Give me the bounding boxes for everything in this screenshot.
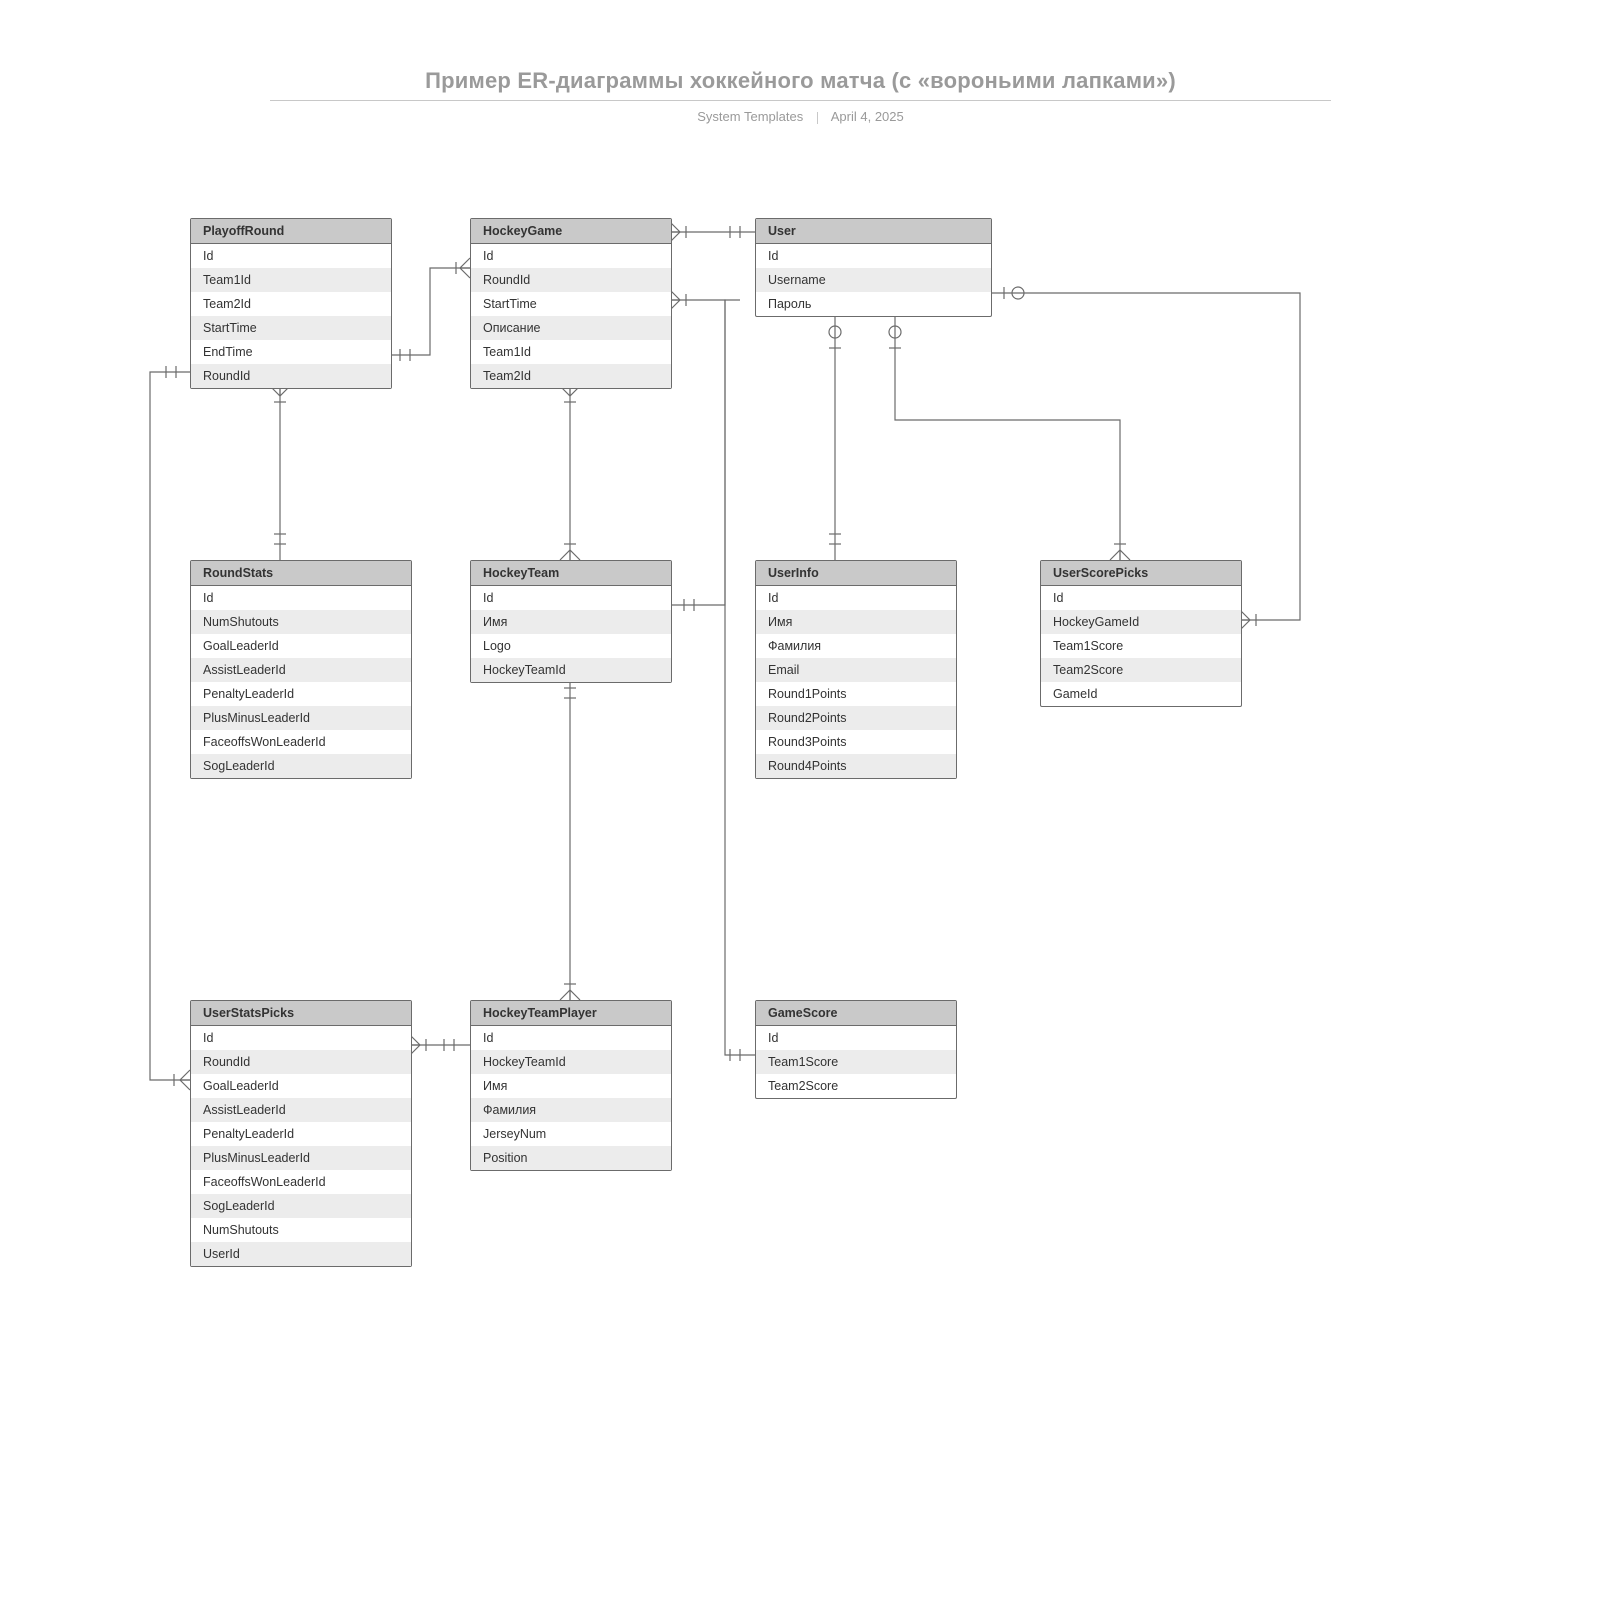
entity-field: Team1Id bbox=[191, 268, 391, 292]
entity-field: Id bbox=[191, 244, 391, 268]
entity-field: NumShutouts bbox=[191, 610, 411, 634]
entity-field: Имя bbox=[756, 610, 956, 634]
entity-field: Пароль bbox=[756, 292, 991, 316]
entity-field: Id bbox=[756, 244, 991, 268]
title-block: Пример ER-диаграммы хоккейного матча (с … bbox=[270, 68, 1331, 124]
entity-header: HockeyTeamPlayer bbox=[471, 1001, 671, 1026]
entity-field: PlusMinusLeaderId bbox=[191, 706, 411, 730]
entity-field: UserId bbox=[191, 1242, 411, 1266]
entity-field: Id bbox=[756, 1026, 956, 1050]
entity-header: User bbox=[756, 219, 991, 244]
entity-field: Logo bbox=[471, 634, 671, 658]
entity-field: AssistLeaderId bbox=[191, 658, 411, 682]
entity-field: Описание bbox=[471, 316, 671, 340]
entity-field: Team2Score bbox=[1041, 658, 1241, 682]
entity-field: Round2Points bbox=[756, 706, 956, 730]
entity-roundstats[interactable]: RoundStatsIdNumShutoutsGoalLeaderIdAssis… bbox=[190, 560, 412, 779]
entity-field: Team1Id bbox=[471, 340, 671, 364]
entity-header: RoundStats bbox=[191, 561, 411, 586]
diagram-canvas: Пример ER-диаграммы хоккейного матча (с … bbox=[0, 0, 1601, 1601]
entity-field: HockeyGameId bbox=[1041, 610, 1241, 634]
entity-field: Team1Score bbox=[756, 1050, 956, 1074]
entity-header: GameScore bbox=[756, 1001, 956, 1026]
entity-header: HockeyTeam bbox=[471, 561, 671, 586]
entity-field: Имя bbox=[471, 610, 671, 634]
entity-field: Position bbox=[471, 1146, 671, 1170]
entity-gamescore[interactable]: GameScoreIdTeam1ScoreTeam2Score bbox=[755, 1000, 957, 1099]
entity-field: GoalLeaderId bbox=[191, 1074, 411, 1098]
entity-field: PenaltyLeaderId bbox=[191, 1122, 411, 1146]
entity-field: Email bbox=[756, 658, 956, 682]
entity-field: Id bbox=[471, 586, 671, 610]
entity-playoffround[interactable]: PlayoffRoundIdTeam1IdTeam2IdStartTimeEnd… bbox=[190, 218, 392, 389]
entity-hockeyteam[interactable]: HockeyTeamIdИмяLogoHockeyTeamId bbox=[470, 560, 672, 683]
entity-field: SogLeaderId bbox=[191, 1194, 411, 1218]
subtitle-left: System Templates bbox=[697, 109, 803, 124]
entity-field: FaceoffsWonLeaderId bbox=[191, 730, 411, 754]
entity-field: EndTime bbox=[191, 340, 391, 364]
entity-field: Team1Score bbox=[1041, 634, 1241, 658]
entity-field: Фамилия bbox=[471, 1098, 671, 1122]
entity-header: UserScorePicks bbox=[1041, 561, 1241, 586]
entity-field: NumShutouts bbox=[191, 1218, 411, 1242]
subtitle-separator bbox=[817, 112, 818, 124]
entity-field: RoundId bbox=[191, 364, 391, 388]
entity-field: Team2Id bbox=[191, 292, 391, 316]
entity-field: Team2Id bbox=[471, 364, 671, 388]
subtitle-right: April 4, 2025 bbox=[831, 109, 904, 124]
entity-field: Team2Score bbox=[756, 1074, 956, 1098]
entity-field: JerseyNum bbox=[471, 1122, 671, 1146]
entity-field: Round1Points bbox=[756, 682, 956, 706]
entity-hockeygame[interactable]: HockeyGameIdRoundIdStartTimeОписаниеTeam… bbox=[470, 218, 672, 389]
entity-header: UserStatsPicks bbox=[191, 1001, 411, 1026]
entity-field: Id bbox=[471, 1026, 671, 1050]
entity-field: Id bbox=[1041, 586, 1241, 610]
entity-field: Id bbox=[756, 586, 956, 610]
entity-header: UserInfo bbox=[756, 561, 956, 586]
entity-field: Имя bbox=[471, 1074, 671, 1098]
entity-field: RoundId bbox=[191, 1050, 411, 1074]
entity-field: Round4Points bbox=[756, 754, 956, 778]
entity-field: GameId bbox=[1041, 682, 1241, 706]
entity-userstatspicks[interactable]: UserStatsPicksIdRoundIdGoalLeaderIdAssis… bbox=[190, 1000, 412, 1267]
entity-field: AssistLeaderId bbox=[191, 1098, 411, 1122]
entity-field: FaceoffsWonLeaderId bbox=[191, 1170, 411, 1194]
entity-field: Id bbox=[191, 586, 411, 610]
subtitle-row: System Templates April 4, 2025 bbox=[270, 109, 1331, 124]
entity-field: HockeyTeamId bbox=[471, 658, 671, 682]
entity-userscorepicks[interactable]: UserScorePicksIdHockeyGameIdTeam1ScoreTe… bbox=[1040, 560, 1242, 707]
entity-field: StartTime bbox=[191, 316, 391, 340]
entity-hockeyteamplayer[interactable]: HockeyTeamPlayerIdHockeyTeamIdИмяФамилия… bbox=[470, 1000, 672, 1171]
entity-field: Username bbox=[756, 268, 991, 292]
entity-userinfo[interactable]: UserInfoIdИмяФамилияEmailRound1PointsRou… bbox=[755, 560, 957, 779]
entity-field: PenaltyLeaderId bbox=[191, 682, 411, 706]
entity-field: Id bbox=[471, 244, 671, 268]
entity-field: Фамилия bbox=[756, 634, 956, 658]
entity-user[interactable]: UserIdUsernameПароль bbox=[755, 218, 992, 317]
entity-header: HockeyGame bbox=[471, 219, 671, 244]
entity-field: Id bbox=[191, 1026, 411, 1050]
page-title: Пример ER-диаграммы хоккейного матча (с … bbox=[270, 68, 1331, 101]
entity-field: PlusMinusLeaderId bbox=[191, 1146, 411, 1170]
entity-field: StartTime bbox=[471, 292, 671, 316]
entity-field: GoalLeaderId bbox=[191, 634, 411, 658]
entity-field: HockeyTeamId bbox=[471, 1050, 671, 1074]
entity-header: PlayoffRound bbox=[191, 219, 391, 244]
entity-field: Round3Points bbox=[756, 730, 956, 754]
entity-field: SogLeaderId bbox=[191, 754, 411, 778]
entity-field: RoundId bbox=[471, 268, 671, 292]
